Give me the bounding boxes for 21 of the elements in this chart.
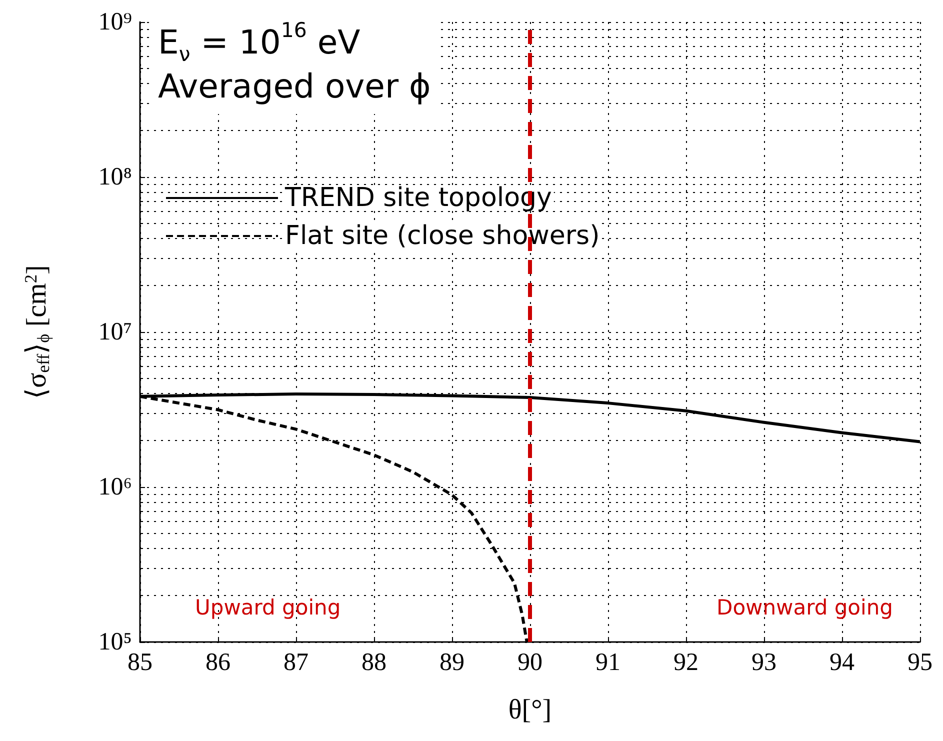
y-tick-label: 10⁶ — [98, 474, 132, 500]
y-tick-label: 10⁸ — [98, 164, 132, 190]
text: Averaged over ϕ — [158, 66, 431, 106]
annotation: Downward going — [716, 596, 894, 620]
x-axis-title: θ[°] — [508, 694, 552, 726]
x-tick-label: 89 — [440, 649, 464, 676]
x-tick-label: 91 — [596, 649, 620, 676]
x-tick-label: 85 — [128, 649, 152, 676]
y-tick-label: 10⁹ — [98, 8, 132, 36]
x-tick-label: 90 — [518, 649, 542, 676]
y-tick-label: 10⁷ — [98, 318, 132, 346]
legend-label: Flat site (close showers) — [285, 221, 600, 251]
y-axis-title: ⟨σeff⟩ϕ [cm2] — [21, 265, 53, 399]
x-tick-label: 94 — [830, 649, 855, 676]
x-tick-label: 95 — [908, 649, 932, 676]
annotation: Upward going — [195, 596, 341, 620]
x-tick-label: 88 — [362, 649, 386, 676]
x-tick-label: 92 — [674, 649, 698, 676]
x-tick-label: 87 — [284, 649, 308, 676]
x-tick-label: 93 — [752, 649, 776, 676]
x-tick-label: 86 — [206, 649, 230, 676]
